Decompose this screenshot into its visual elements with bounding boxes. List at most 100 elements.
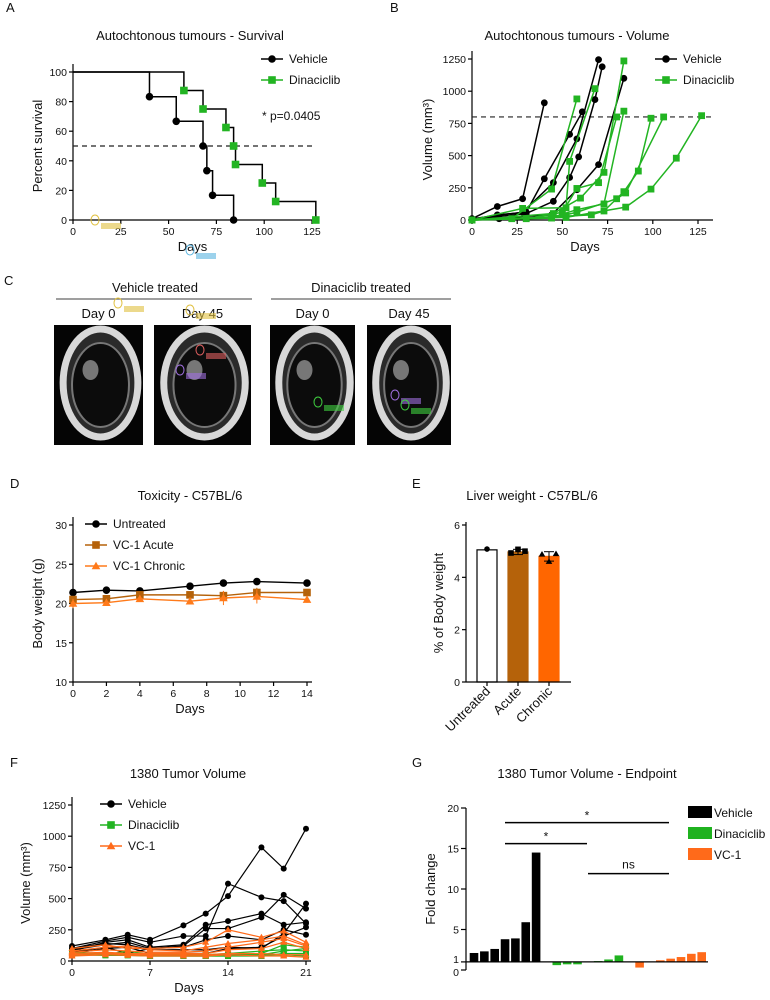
bar-vehicle bbox=[500, 939, 510, 962]
data-point-circle bbox=[280, 898, 287, 905]
data-point-circle bbox=[303, 924, 309, 931]
mri-image bbox=[54, 214, 144, 445]
data-point-circle bbox=[180, 933, 187, 940]
data-point-circle bbox=[620, 74, 628, 82]
data-point-circle bbox=[203, 166, 211, 175]
x-tick-label: 75 bbox=[602, 226, 614, 238]
data-point-circle bbox=[225, 880, 231, 887]
tissue bbox=[393, 360, 409, 380]
legend-label: VC-1 bbox=[128, 839, 156, 853]
data-point-square bbox=[199, 105, 207, 113]
legend-label: Dinaciclib bbox=[128, 818, 180, 832]
series-line bbox=[71, 941, 307, 955]
data-point-circle bbox=[540, 175, 548, 183]
bar-vehicle bbox=[469, 952, 479, 962]
y-tick-label: 60 bbox=[55, 126, 67, 138]
x-tick-label: 0 bbox=[70, 226, 76, 238]
series-line bbox=[471, 115, 703, 221]
x-tick-label: Untreated bbox=[442, 684, 493, 735]
y-tick-label: 500 bbox=[448, 151, 466, 163]
tumour-outline bbox=[313, 396, 323, 408]
legend-swatch bbox=[688, 848, 712, 860]
data-point-circle bbox=[229, 216, 238, 224]
data-point-triangle bbox=[106, 841, 116, 850]
series-line bbox=[71, 935, 307, 952]
significance-label: ns bbox=[622, 858, 635, 872]
x-tick-label: 25 bbox=[115, 226, 127, 238]
data-point-circle bbox=[484, 546, 490, 552]
y-tick-label: 100 bbox=[49, 67, 67, 79]
legend-label: Dinaciclib bbox=[289, 73, 341, 87]
data-point-triangle bbox=[257, 952, 265, 959]
x-tick-label: 0 bbox=[69, 967, 75, 979]
bar-dinaciclib bbox=[573, 961, 582, 965]
y-tick-label: 40 bbox=[55, 156, 67, 168]
data-point-circle bbox=[102, 586, 111, 594]
legend-swatch bbox=[688, 806, 712, 818]
bar-vc-1 bbox=[666, 958, 675, 962]
data-point-square bbox=[271, 197, 280, 206]
data-point-circle bbox=[225, 918, 231, 925]
data-point-square bbox=[672, 154, 680, 162]
data-point-square bbox=[698, 112, 706, 120]
tissue bbox=[296, 360, 313, 380]
bar-vc-1 bbox=[687, 953, 696, 962]
bar-vehicle bbox=[531, 852, 541, 962]
data-point-square bbox=[600, 200, 608, 208]
mri-image bbox=[270, 325, 355, 445]
data-point-circle bbox=[92, 520, 100, 528]
data-point-triangle bbox=[124, 942, 132, 949]
panel-label: D bbox=[10, 476, 19, 491]
data-point-circle bbox=[280, 891, 287, 898]
series-line bbox=[471, 98, 578, 221]
data-point-square bbox=[600, 168, 608, 176]
data-point-circle bbox=[540, 99, 548, 107]
data-point-triangle bbox=[280, 938, 288, 945]
data-point-square bbox=[613, 195, 621, 203]
chart-title: Liver weight - C57BL/6 bbox=[466, 488, 598, 503]
roi-annotation bbox=[186, 373, 206, 379]
data-point-triangle bbox=[302, 953, 310, 960]
roi-annotation bbox=[101, 223, 121, 229]
data-point-circle bbox=[268, 55, 276, 63]
data-point-triangle bbox=[185, 596, 195, 605]
data-point-square bbox=[573, 185, 581, 192]
data-point-triangle bbox=[101, 951, 109, 958]
data-point-square bbox=[595, 179, 602, 187]
x-tick-label: 4 bbox=[137, 688, 143, 700]
data-point-circle bbox=[199, 142, 207, 150]
y-tick-label: 1 bbox=[453, 954, 459, 966]
panel-label: A bbox=[6, 0, 15, 15]
series-line bbox=[71, 882, 307, 950]
y-tick-label: 1000 bbox=[43, 831, 67, 843]
y-tick-label: 6 bbox=[454, 520, 460, 532]
legend-swatch bbox=[688, 827, 712, 839]
cavity bbox=[71, 342, 130, 428]
chart-0: 0 20 40 60 80 100 0 25 50 75 100 125 Autochtonous tu… bbox=[30, 28, 341, 254]
data-point-circle bbox=[258, 894, 265, 901]
chart-title: 1380 Tumor Volume bbox=[130, 766, 246, 781]
legend-label: Vehicle bbox=[683, 52, 722, 66]
mri-image bbox=[154, 244, 251, 445]
y-axis-label: Fold change bbox=[423, 853, 438, 925]
y-tick-label: 10 bbox=[447, 884, 459, 896]
data-point-square bbox=[660, 113, 668, 121]
data-point-circle bbox=[303, 579, 311, 587]
data-point-circle bbox=[280, 921, 287, 928]
data-point-square bbox=[268, 76, 276, 84]
data-point-circle bbox=[493, 203, 501, 210]
data-point-square bbox=[566, 157, 574, 165]
bar-dinaciclib bbox=[552, 961, 562, 966]
bar-dinaciclib bbox=[604, 959, 613, 962]
x-tick-label: 14 bbox=[301, 688, 313, 700]
data-point-square bbox=[620, 57, 628, 65]
data-point-triangle bbox=[202, 938, 210, 945]
data-point-triangle bbox=[280, 927, 288, 934]
series-line bbox=[71, 912, 307, 952]
data-point-triangle bbox=[202, 943, 210, 950]
bar-chronic bbox=[538, 555, 560, 683]
bar-vc-1 bbox=[656, 960, 665, 962]
x-axis-label: Days bbox=[174, 980, 204, 995]
series-line bbox=[71, 828, 307, 947]
